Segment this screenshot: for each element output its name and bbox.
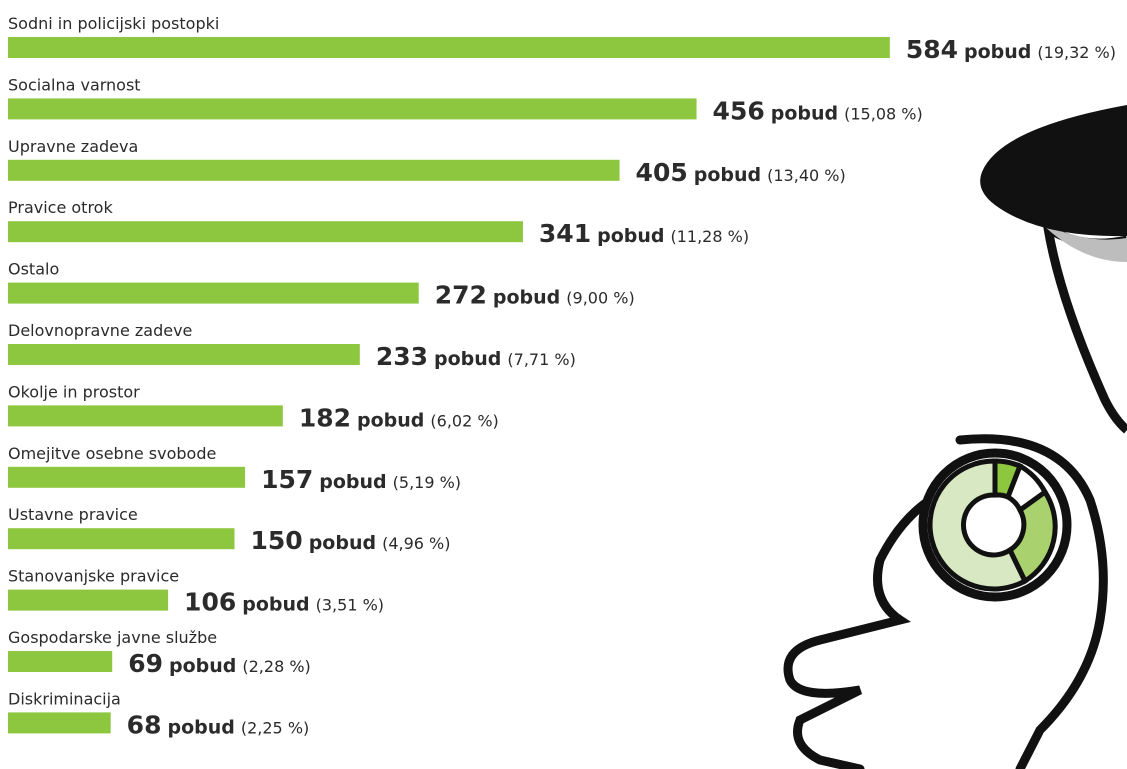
category-label: Ostalo bbox=[8, 260, 59, 279]
bar bbox=[8, 221, 523, 242]
share: (5,19 %) bbox=[393, 473, 461, 492]
unit: pobud bbox=[694, 164, 761, 186]
share: (19,32 %) bbox=[1037, 43, 1116, 62]
bar bbox=[8, 528, 235, 549]
value: 341 bbox=[539, 219, 591, 248]
share: (11,28 %) bbox=[670, 227, 749, 246]
page: {"chart_data": {"type": "bar", "orientat… bbox=[0, 0, 1127, 769]
bar bbox=[8, 344, 360, 365]
bar bbox=[8, 37, 890, 58]
value-label: 341 pobud (11,28 %) bbox=[539, 219, 749, 248]
share: (7,71 %) bbox=[507, 350, 575, 369]
category-label: Delovnopravne zadeve bbox=[8, 321, 192, 340]
value: 233 bbox=[376, 342, 428, 371]
share: (9,00 %) bbox=[566, 289, 634, 308]
value: 584 bbox=[906, 35, 958, 64]
category-label: Omejitve osebne svobode bbox=[8, 444, 216, 463]
share: (13,40 %) bbox=[767, 166, 846, 185]
value-label: 157 pobud (5,19 %) bbox=[261, 465, 461, 494]
unit: pobud bbox=[167, 716, 234, 738]
category-label: Sodni in policijski postopki bbox=[8, 14, 219, 33]
bar bbox=[8, 590, 168, 611]
category-label: Pravice otrok bbox=[8, 198, 113, 217]
unit: pobud bbox=[169, 655, 236, 677]
value: 157 bbox=[261, 465, 313, 494]
hat bbox=[980, 105, 1127, 236]
share: (2,25 %) bbox=[241, 718, 309, 737]
bar bbox=[8, 160, 620, 181]
value: 456 bbox=[713, 96, 765, 125]
unit: pobud bbox=[309, 532, 376, 554]
category-label: Stanovanjske pravice bbox=[8, 567, 179, 586]
value-label: 456 pobud (15,08 %) bbox=[713, 96, 923, 125]
category-label: Diskriminacija bbox=[8, 689, 121, 708]
bar bbox=[8, 283, 419, 304]
illustration bbox=[788, 105, 1127, 769]
category-label: Ustavne pravice bbox=[8, 505, 138, 524]
unit: pobud bbox=[771, 102, 838, 124]
value-label: 182 pobud (6,02 %) bbox=[299, 403, 499, 432]
share: (3,51 %) bbox=[316, 596, 384, 615]
value-label: 584 pobud (19,32 %) bbox=[906, 35, 1116, 64]
value-label: 150 pobud (4,96 %) bbox=[251, 526, 451, 555]
unit: pobud bbox=[242, 594, 309, 616]
value-label: 272 pobud (9,00 %) bbox=[435, 281, 635, 310]
value: 68 bbox=[127, 710, 162, 739]
bar bbox=[8, 651, 112, 672]
unit: pobud bbox=[434, 348, 501, 370]
value: 69 bbox=[128, 649, 163, 678]
value-label: 69 pobud (2,28 %) bbox=[128, 649, 311, 678]
bar bbox=[8, 712, 111, 733]
bar bbox=[8, 467, 245, 488]
unit: pobud bbox=[964, 41, 1031, 63]
share: (6,02 %) bbox=[430, 411, 498, 430]
bar bbox=[8, 98, 697, 119]
category-label: Socialna varnost bbox=[8, 75, 141, 94]
category-label: Gospodarske javne službe bbox=[8, 628, 217, 647]
share: (15,08 %) bbox=[844, 104, 923, 123]
category-label: Upravne zadeva bbox=[8, 137, 138, 156]
unit: pobud bbox=[493, 287, 560, 309]
value-label: 405 pobud (13,40 %) bbox=[636, 158, 846, 187]
unit: pobud bbox=[319, 471, 386, 493]
category-label: Okolje in prostor bbox=[8, 382, 140, 401]
value: 272 bbox=[435, 281, 487, 310]
value: 106 bbox=[184, 588, 236, 617]
value-label: 233 pobud (7,71 %) bbox=[376, 342, 576, 371]
share: (4,96 %) bbox=[382, 534, 450, 553]
share: (2,28 %) bbox=[242, 657, 310, 676]
bar bbox=[8, 405, 283, 426]
value: 150 bbox=[251, 526, 303, 555]
unit: pobud bbox=[597, 225, 664, 247]
value: 182 bbox=[299, 403, 351, 432]
unit: pobud bbox=[357, 409, 424, 431]
value: 405 bbox=[636, 158, 688, 187]
chart: Sodni in policijski postopki 584 pobud (19,… bbox=[0, 0, 1127, 769]
value-label: 106 pobud (3,51 %) bbox=[184, 588, 384, 617]
